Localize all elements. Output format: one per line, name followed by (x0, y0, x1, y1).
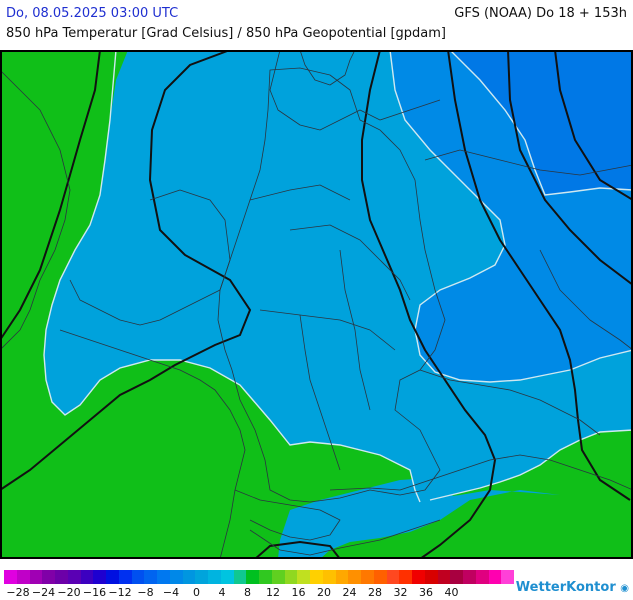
coast-denmark (299, 50, 356, 86)
border-poland (424, 149, 633, 176)
legend-swatch (322, 570, 336, 584)
geopotential-contour-2 (0, 50, 252, 491)
legend-swatch (208, 570, 221, 584)
legend-swatch (144, 570, 157, 584)
legend-swatch (488, 570, 502, 584)
date-time-label: Do, 08.05.2025 03:00 UTC (6, 6, 179, 21)
border-states-3 (299, 314, 341, 471)
legend-swatch (80, 570, 94, 584)
isotherm-minus4 (389, 50, 633, 383)
coast-north (269, 50, 441, 131)
legend-tick-label: 16 (291, 586, 306, 599)
legend-tick-label: 32 (393, 586, 408, 599)
legend-tick-label: 4 (218, 586, 226, 599)
weather-map (0, 50, 633, 559)
legend-tick-label: −28 (6, 586, 30, 599)
legend-tick-label: −8 (137, 586, 154, 599)
border-austria (329, 454, 633, 491)
legend-tick-label: −4 (162, 586, 180, 599)
legend-swatch (55, 570, 68, 584)
legend-tick-label: 40 (444, 586, 459, 599)
isotherm-0 (43, 50, 421, 503)
legend-swatch (106, 570, 119, 584)
legend-color-bar (4, 570, 514, 584)
legend-swatch (284, 570, 298, 584)
legend-swatch (412, 570, 425, 584)
legend-tick-label: 8 (244, 586, 251, 599)
legend-swatch (42, 570, 55, 584)
legend-swatch (501, 570, 514, 584)
border-states-5 (249, 184, 351, 201)
legend-swatch (220, 570, 234, 584)
legend-swatch (348, 570, 361, 584)
legend-swatch (297, 570, 310, 584)
legend-tick-labels: −28 −24 −20 −16 −12 −8 −4 0 4 8 12 16 20 24 28 32 36 40 (4, 586, 524, 600)
legend-swatch (29, 570, 43, 584)
legend-swatch (93, 570, 106, 584)
legend-swatch (463, 570, 476, 584)
legend-tick-label: −24 (31, 586, 56, 599)
border-switzerland (234, 489, 341, 541)
legend-swatch (182, 570, 196, 584)
legend-swatch (4, 570, 17, 584)
border-czech (419, 369, 601, 436)
temperature-area-cyan-alps (278, 478, 460, 559)
geopotential-contour-4 (447, 50, 631, 501)
geopotential-contour-alps (254, 540, 341, 559)
border-france (59, 329, 246, 559)
legend-tick-label: 36 (419, 586, 433, 599)
isotherm-0-south (429, 429, 633, 501)
isotherm-minus8 (449, 50, 633, 196)
parameter-title: 850 hPa Temperatur [Grad Celsius] / 850 … (6, 26, 447, 41)
legend-swatch (361, 570, 374, 584)
legend-swatch (131, 570, 145, 584)
geopotential-contour-1 (0, 50, 101, 341)
border-states-2 (259, 309, 396, 351)
legend-tick-label: 20 (317, 586, 331, 599)
legend-swatch (16, 570, 30, 584)
border-states-1 (289, 224, 411, 301)
color-legend: −28 −24 −20 −16 −12 −8 −4 0 4 8 12 16 20 24 28 32 36 40 (4, 570, 514, 600)
border-italy (249, 519, 441, 556)
geopotential-contour-3 (361, 50, 497, 559)
model-run-label: GFS (NOAA) Do 18 + 153h (454, 6, 627, 21)
legend-swatch (157, 570, 170, 584)
coast-uk (0, 69, 71, 351)
border-benelux (69, 189, 231, 326)
legend-swatch (118, 570, 132, 584)
legend-swatch (399, 570, 412, 584)
brand-name: WetterKontor (515, 580, 616, 595)
legend-tick-label: 0 (193, 586, 200, 599)
legend-swatch (450, 570, 463, 584)
brand-logo: WetterKontor ◉ (516, 580, 629, 595)
legend-tick-label: 12 (266, 586, 280, 599)
legend-tick-label: −12 (108, 586, 132, 599)
border-states-4 (339, 249, 371, 411)
legend-tick-label: 28 (368, 586, 382, 599)
legend-swatch (233, 570, 247, 584)
legend-swatch (271, 570, 285, 584)
legend-tick-label: −16 (82, 586, 107, 599)
brand-signal-icon: ◉ (620, 583, 629, 594)
legend-swatch (373, 570, 387, 584)
legend-swatch (475, 570, 489, 584)
legend-swatch (67, 570, 81, 584)
legend-swatch (424, 570, 438, 584)
legend-swatch (437, 570, 451, 584)
legend-swatch (310, 570, 323, 584)
geopotential-contour-5 (507, 50, 633, 286)
legend-swatch (246, 570, 259, 584)
legend-swatch (259, 570, 272, 584)
geopotential-contour-6 (554, 50, 633, 201)
legend-tick-label: 24 (342, 586, 357, 599)
border-east (539, 249, 633, 351)
legend-swatch (335, 570, 349, 584)
legend-swatch (386, 570, 400, 584)
legend-swatch (169, 570, 183, 584)
legend-tick-label: −20 (57, 586, 81, 599)
legend-swatch (195, 570, 208, 584)
map-frame (0, 50, 633, 559)
